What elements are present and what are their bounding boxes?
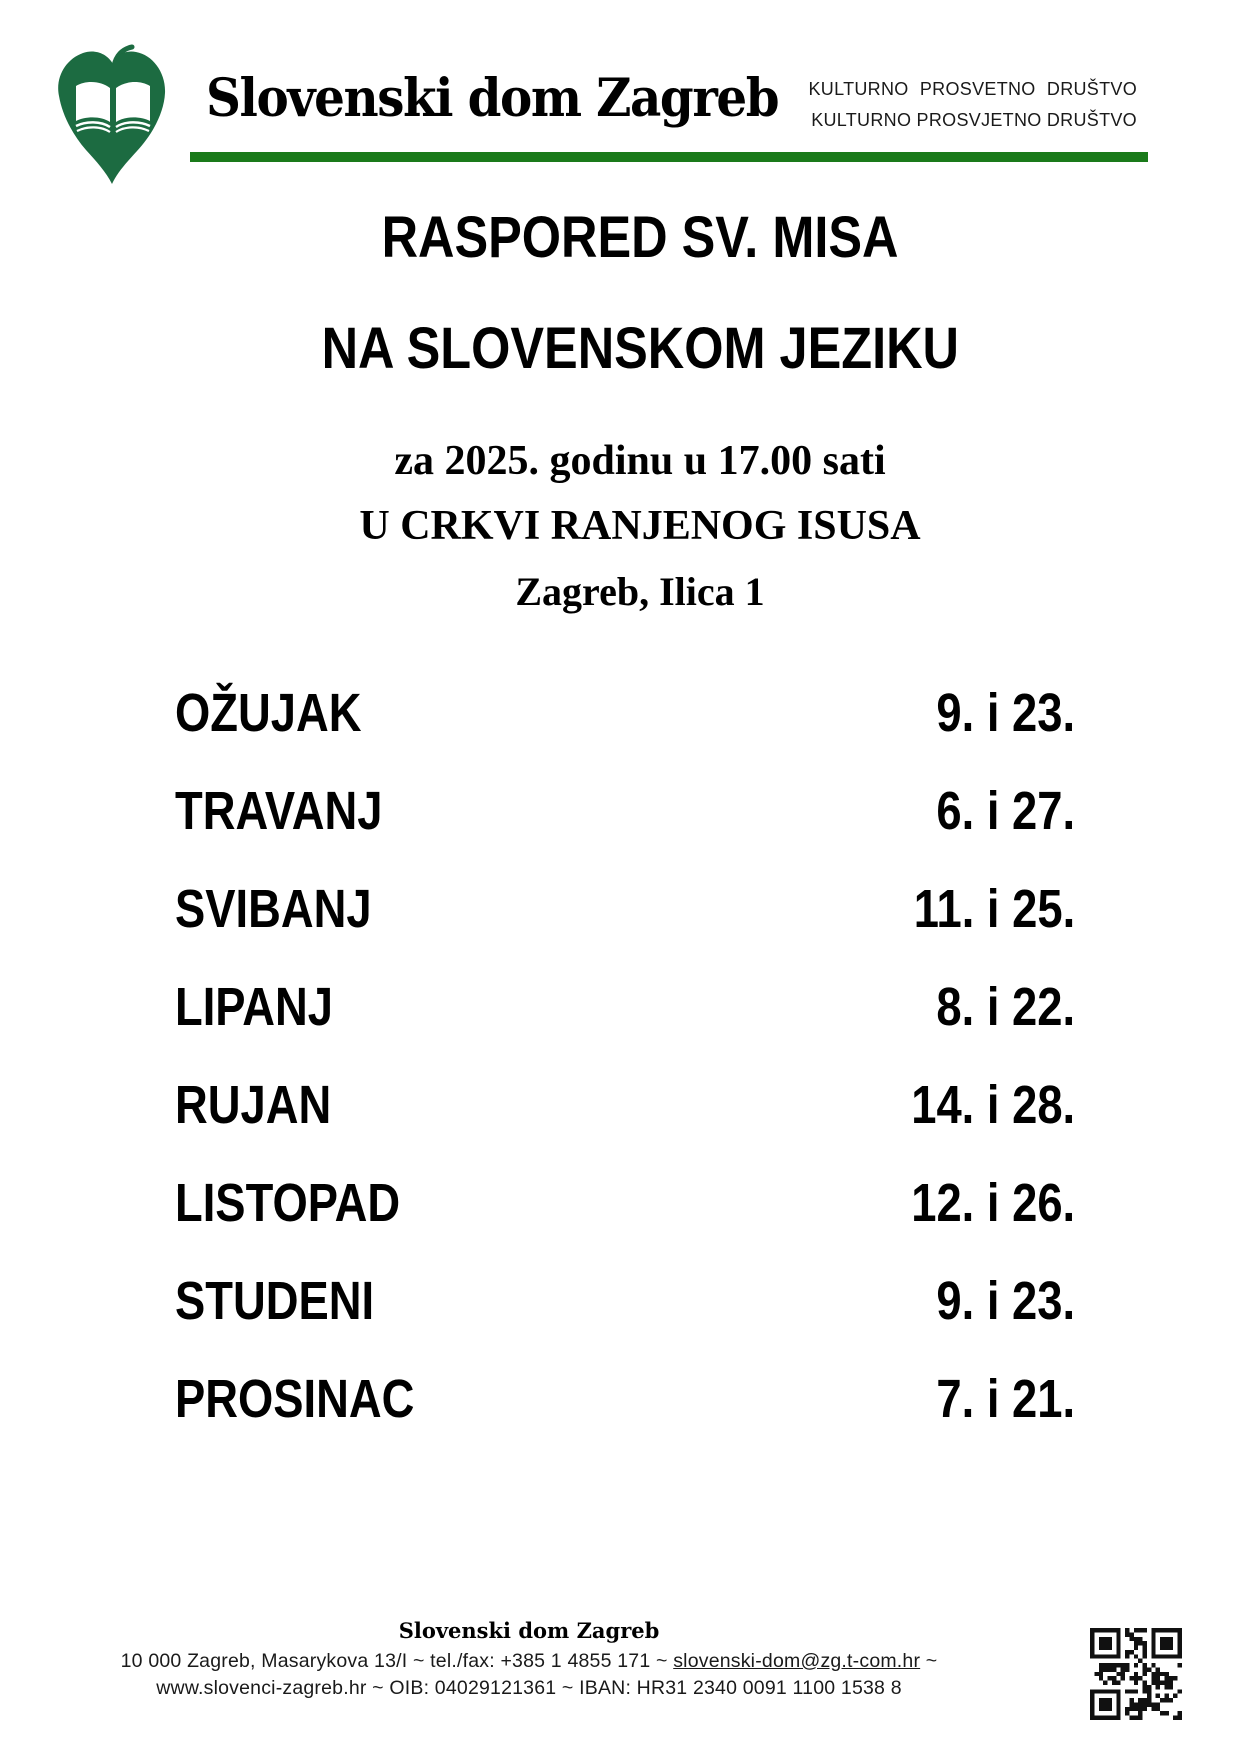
mass-schedule-list: OŽUJAK 9. i 23. TRAVANJ 6. i 27. SVIBANJ… — [175, 664, 1075, 1448]
dates-value: 9. i 23. — [936, 683, 1075, 743]
month-label: TRAVANJ — [175, 781, 383, 841]
month-label: PROSINAC — [175, 1369, 415, 1429]
schedule-row: STUDENI 9. i 23. — [175, 1252, 1075, 1350]
schedule-row: OŽUJAK 9. i 23. — [175, 664, 1075, 762]
footer-org-name: Slovenski dom Zagreb — [398, 1618, 660, 1643]
dates-value: 8. i 22. — [936, 977, 1075, 1037]
footer-contact-text: 10 000 Zagreb, Masarykova 13/I ~ tel./fa… — [120, 1650, 674, 1672]
footer-info-line: www.slovenci-zagreb.hr ~ OIB: 0402912136… — [156, 1677, 902, 1699]
schedule-row: SVIBANJ 11. i 25. — [175, 860, 1075, 958]
schedule-row: LIPANJ 8. i 22. — [175, 958, 1075, 1056]
schedule-row: RUJAN 14. i 28. — [175, 1056, 1075, 1154]
schedule-row: PROSINAC 7. i 21. — [175, 1350, 1075, 1448]
title-line-2: NA SLOVENSKOM JEZIKU — [321, 316, 959, 381]
dates-value: 7. i 21. — [936, 1369, 1075, 1429]
month-label: RUJAN — [175, 1075, 332, 1135]
dates-value: 6. i 27. — [936, 781, 1075, 841]
org-taglines: KULTURNO PROSVETNO DRUŠTVO KULTURNO PROS… — [809, 74, 1138, 136]
footer: Slovenski dom Zagreb 10 000 Zagreb, Masa… — [0, 1618, 1058, 1702]
dates-value: 14. i 28. — [911, 1075, 1075, 1135]
dates-value: 12. i 26. — [911, 1173, 1075, 1233]
header-rule — [190, 152, 1148, 162]
dates-value: 9. i 23. — [936, 1271, 1075, 1331]
title-line-4: U CRKVI RANJENOG ISUSA — [359, 503, 921, 549]
linden-leaf-book-logo-icon — [58, 44, 166, 185]
tagline-line-2: KULTURNO PROSVJETNO DRUŠTVO — [811, 110, 1137, 130]
email-link[interactable]: slovenski-dom@zg.t-com.hr — [673, 1650, 921, 1672]
title-line-1: RASPORED SV. MISA — [381, 205, 899, 270]
tagline-line-1: KULTURNO PROSVETNO DRUŠTVO — [808, 79, 1137, 99]
dates-value: 11. i 25. — [913, 879, 1075, 939]
footer-contact-suffix: ~ — [920, 1650, 938, 1672]
org-title: Slovenski dom Zagreb — [206, 68, 780, 129]
month-label: LISTOPAD — [175, 1173, 401, 1233]
month-label: SVIBANJ — [175, 879, 372, 939]
footer-contact-line: 10 000 Zagreb, Masarykova 13/I ~ tel./fa… — [0, 1648, 1058, 1675]
qr-code — [1090, 1628, 1182, 1720]
schedule-row: LISTOPAD 12. i 26. — [175, 1154, 1075, 1252]
schedule-row: TRAVANJ 6. i 27. — [175, 762, 1075, 860]
title-line-3: za 2025. godinu u 17.00 sati — [394, 438, 886, 484]
month-label: STUDENI — [175, 1271, 375, 1331]
title-line-5: Zagreb, Ilica 1 — [515, 569, 765, 614]
month-label: LIPANJ — [175, 977, 333, 1037]
month-label: OŽUJAK — [175, 683, 362, 743]
